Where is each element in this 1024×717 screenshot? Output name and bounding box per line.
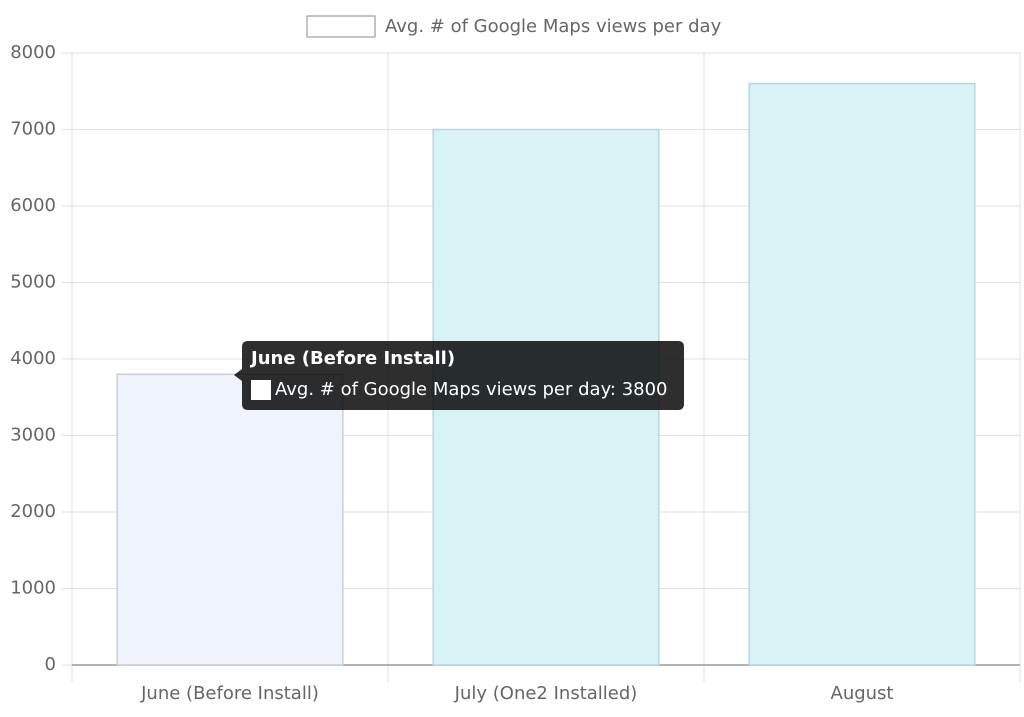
y-tick-label: 6000 <box>10 195 56 216</box>
y-tick-label: 0 <box>45 654 56 675</box>
tooltip: June (Before Install) Avg. # of Google M… <box>234 341 684 410</box>
y-tick-label: 5000 <box>10 272 56 293</box>
tooltip-text: Avg. # of Google Maps views per day: 380… <box>275 379 668 400</box>
y-tick-label: 4000 <box>10 348 56 369</box>
y-tick-label: 1000 <box>10 578 56 599</box>
y-tick-label: 3000 <box>10 425 56 446</box>
x-tick-label: July (One2 Installed) <box>454 683 638 704</box>
tooltip-box <box>234 341 684 410</box>
x-tick-label: August <box>831 683 894 704</box>
legend[interactable]: Avg. # of Google Maps views per day <box>306 15 722 38</box>
tooltip-swatch <box>251 380 271 400</box>
y-tick-label: 2000 <box>10 501 56 522</box>
legend-label: Avg. # of Google Maps views per day <box>385 16 722 37</box>
bar <box>116 373 344 666</box>
y-tick-label: 8000 <box>10 42 56 63</box>
y-tick-label: 7000 <box>10 119 56 140</box>
x-tick-label: June (Before Install) <box>140 683 319 704</box>
tooltip-title: June (Before Install) <box>249 348 455 369</box>
legend-swatch <box>306 15 376 38</box>
bar <box>748 82 976 666</box>
